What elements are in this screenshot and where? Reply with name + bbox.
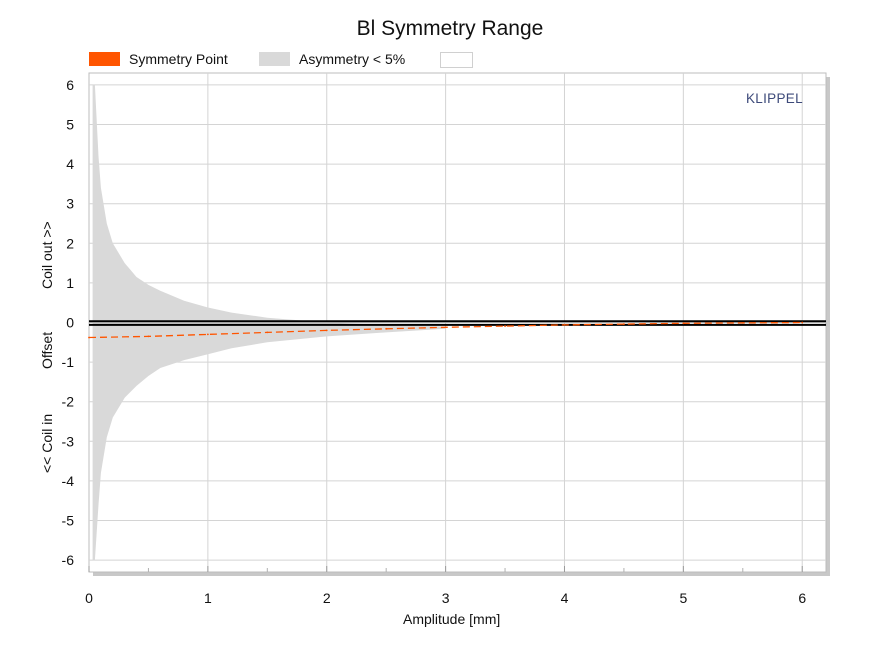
- y-tick-label: -4: [62, 473, 75, 489]
- symmetry-point-marker: [741, 321, 744, 324]
- x-tick-label: 2: [323, 590, 331, 606]
- symmetry-point-marker: [563, 323, 566, 326]
- ylabel-coil-out: Coil out >>: [39, 221, 55, 289]
- legend-swatch-empty: [440, 52, 473, 68]
- symmetry-point-marker: [206, 333, 209, 336]
- y-tick-label: -5: [62, 513, 75, 529]
- symmetry-point-marker: [444, 326, 447, 329]
- legend-swatch-asymmetry: [259, 52, 290, 66]
- chart-title: Bl Symmetry Range: [356, 17, 544, 40]
- y-tick-label: 3: [66, 196, 74, 212]
- symmetry-point-marker: [325, 329, 328, 332]
- x-tick-label: 1: [204, 590, 212, 606]
- x-axis-label: Amplitude [mm]: [403, 611, 501, 627]
- legend-label-symmetry-point: Symmetry Point: [129, 51, 228, 67]
- y-tick-label: -3: [62, 433, 75, 449]
- y-tick-label: 1: [66, 275, 74, 291]
- symmetry-point-marker: [88, 336, 90, 339]
- symmetry-point-marker: [504, 325, 506, 327]
- symmetry-point-marker: [801, 321, 804, 324]
- symmetry-point-marker: [682, 322, 685, 325]
- ylabel-coil-in: << Coil in: [39, 413, 55, 473]
- x-tick-label: 5: [679, 590, 687, 606]
- x-tick-label: 4: [561, 590, 569, 606]
- series-asymmetry-band: [92, 84, 446, 561]
- y-tick-label: 5: [66, 116, 74, 132]
- y-tick-label: -2: [62, 394, 75, 410]
- symmetry-point-marker: [385, 327, 388, 330]
- watermark-klippel: KLIPPEL: [746, 91, 803, 106]
- x-tick-label: 0: [85, 590, 93, 606]
- legend-swatch-symmetry-point: [89, 52, 120, 66]
- y-tick-label: 0: [66, 315, 74, 331]
- x-tick-label: 6: [798, 590, 806, 606]
- symmetry-point-marker: [147, 335, 150, 338]
- y-tick-label: 6: [66, 77, 74, 93]
- x-tick-label: 3: [442, 590, 450, 606]
- symmetry-point-marker: [266, 331, 269, 334]
- y-tick-label: -6: [62, 552, 75, 568]
- ylabel-offset: Offset: [39, 331, 55, 369]
- y-tick-label: 2: [66, 235, 74, 251]
- legend-label-asymmetry: Asymmetry < 5%: [299, 51, 406, 67]
- symmetry-point-marker: [623, 323, 625, 325]
- y-tick-label: 4: [66, 156, 74, 172]
- y-tick-label: -1: [62, 354, 75, 370]
